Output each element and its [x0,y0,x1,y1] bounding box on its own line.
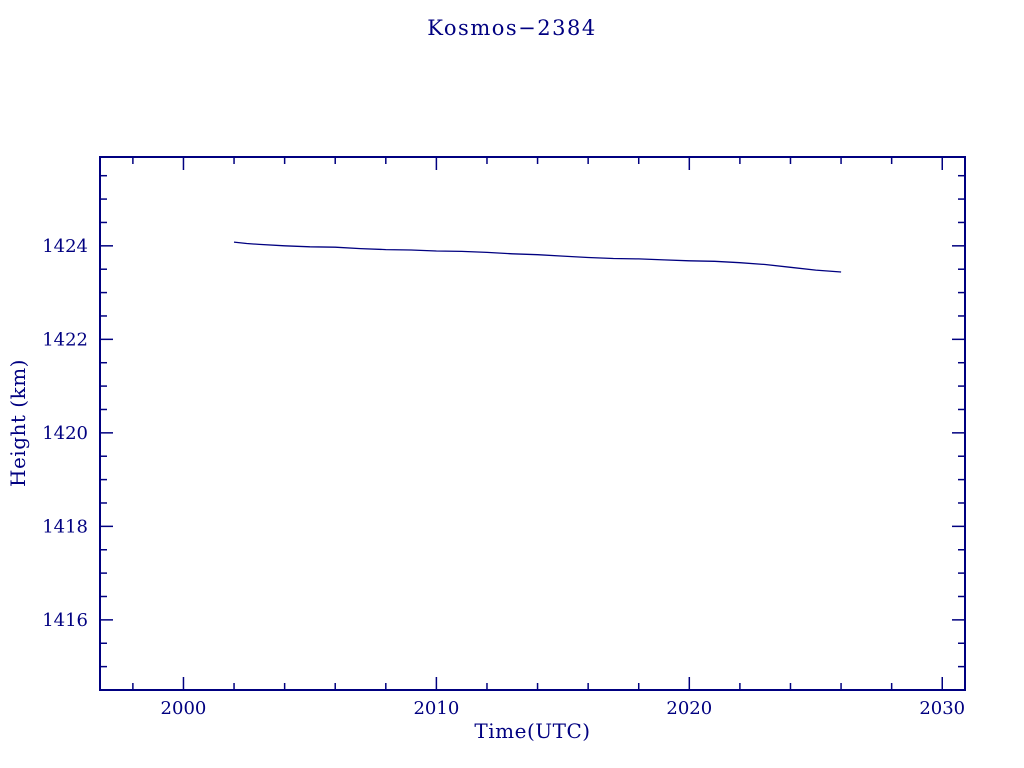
y-axis-label: Height (km) [6,359,30,487]
y-tick-label: 1420 [42,423,88,444]
data-line-height [233,241,842,273]
plot-frame [99,156,966,691]
y-tick-label: 1424 [42,236,88,257]
y-tick-label: 1422 [42,329,88,350]
x-tick-label: 2030 [919,698,965,719]
x-axis-label: Time(UTC) [474,719,591,743]
y-tick-label: 1416 [42,610,88,631]
x-tick-label: 2020 [666,698,712,719]
x-tick-label: 2000 [161,698,207,719]
x-tick-label: 2010 [413,698,459,719]
chart-title: Kosmos−2384 [427,16,597,40]
y-tick-label: 1418 [42,516,88,537]
